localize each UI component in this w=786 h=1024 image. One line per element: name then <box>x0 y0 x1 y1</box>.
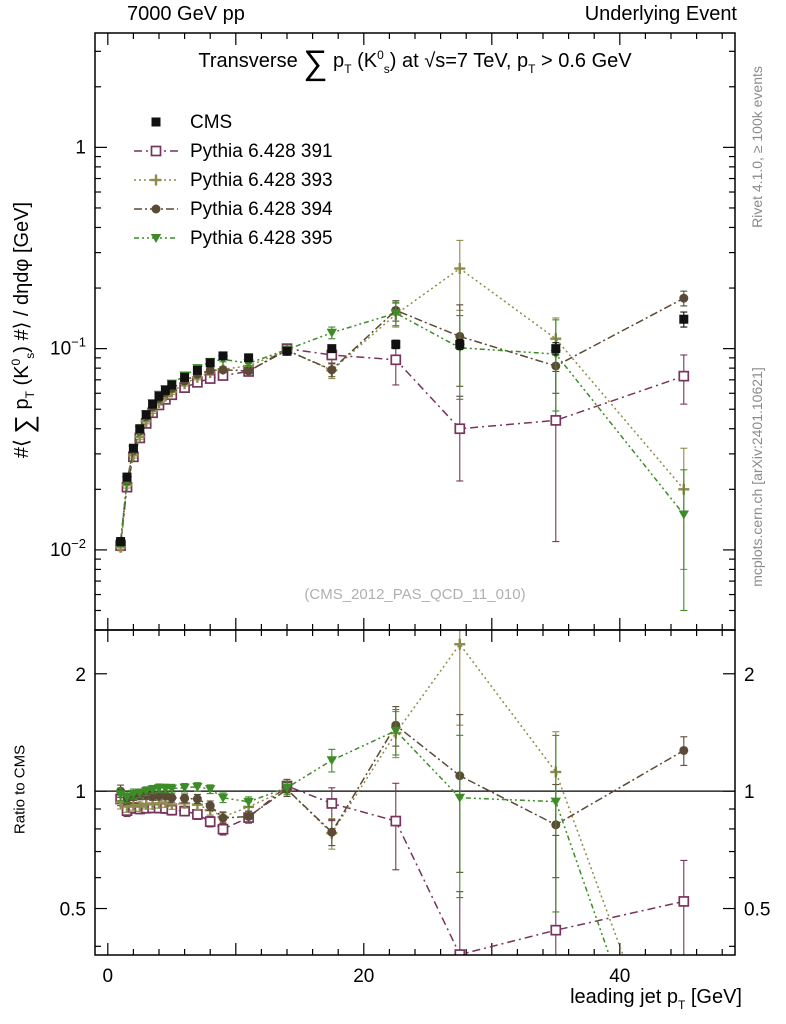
y-ratio-tick-label-right: 2 <box>744 665 755 686</box>
y-ratio-tick-label-right: 1 <box>744 782 755 803</box>
legend-label: Pythia 6.428 393 <box>190 170 333 191</box>
main-series-cms <box>116 311 689 547</box>
beam-energy-label: 7000 GeV pp <box>127 3 245 25</box>
y-main-tick-label: 1 <box>75 137 86 158</box>
legend-item-pythia-6-428-394: Pythia 6.428 394 <box>134 199 333 220</box>
main-series-pythia-6-428-391 <box>115 339 690 551</box>
ratio-series-pythia-6-428-394 <box>116 706 689 879</box>
y-ratio-tick-label-right: 0.5 <box>744 900 770 921</box>
analysis-id-tag: (CMS_2012_PAS_QCD_11_010) <box>304 586 526 603</box>
legend-item-pythia-6-428-393: Pythia 6.428 393 <box>134 170 333 191</box>
legend-label: Pythia 6.428 394 <box>190 199 333 220</box>
legend-label: CMS <box>190 112 232 133</box>
legend-item-pythia-6-428-391: Pythia 6.428 391 <box>134 141 333 162</box>
mcplots-watermark: mcplots.cern.ch [arXiv:2401.10621] <box>749 367 765 587</box>
sum-symbol: ∑ <box>9 415 39 434</box>
x-tick-label: 20 <box>353 966 374 987</box>
y-axis-label-main: #⟨ ∑ pT (K0s) #⟩ / dηdφ [GeV] <box>9 201 39 459</box>
main-series-pythia-6-428-394 <box>116 290 689 547</box>
legend-item-pythia-6-428-395: Pythia 6.428 395 <box>134 228 333 249</box>
y-ratio-tick-label: 0.5 <box>60 900 86 921</box>
legend-label: Pythia 6.428 395 <box>190 228 333 249</box>
plot-title: Transverse ∑ pT (K0s) at √s=7 TeV, pT > … <box>198 44 632 82</box>
ratio-series-pythia-6-428-395 <box>115 709 610 955</box>
x-axis-label: leading jet pT [GeV] <box>570 986 742 1012</box>
ratio-panel-frame <box>94 629 736 956</box>
y-main-tick-label: 10−1 <box>50 335 86 360</box>
main-series-pythia-6-428-393 <box>115 239 690 570</box>
y-axis-label-ratio: Ratio to CMS <box>11 744 29 835</box>
observable-group-label: Underlying Event <box>584 3 737 25</box>
legend-label: Pythia 6.428 391 <box>190 141 333 162</box>
title-text: Transverse <box>198 50 304 72</box>
rivet-version-watermark: Rivet 4.1.0, ≥ 100k events <box>749 66 765 228</box>
legend-item-cms: CMS <box>151 112 232 133</box>
y-ratio-tick-label: 2 <box>75 665 86 686</box>
ratio-series-pythia-6-428-393 <box>115 630 624 955</box>
y-main-tick-label: 10−2 <box>50 536 86 561</box>
main-series-pythia-6-428-395 <box>115 301 689 612</box>
x-tick-label: 0 <box>103 966 114 987</box>
y-ratio-tick-label: 1 <box>75 782 86 803</box>
sum-symbol: ∑ <box>303 44 328 82</box>
x-tick-label: 40 <box>609 966 630 987</box>
